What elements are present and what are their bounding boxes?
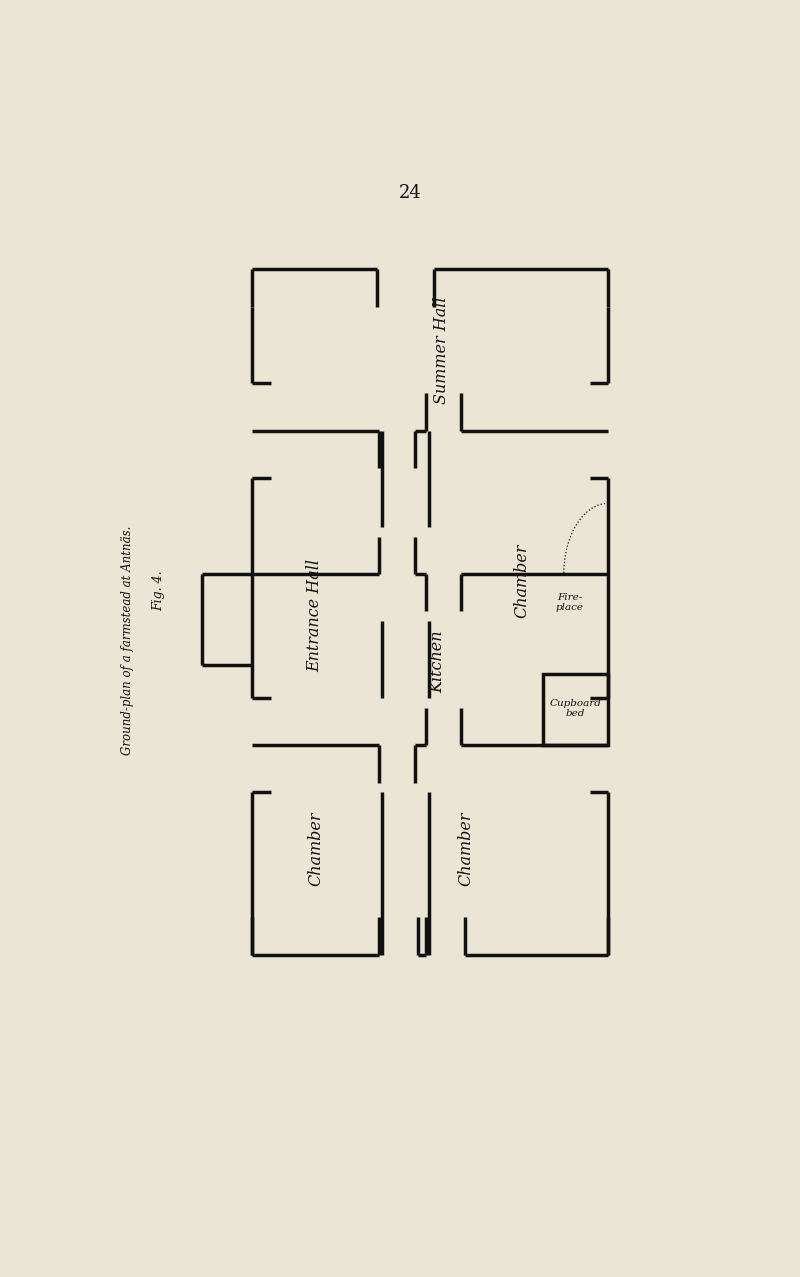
Text: Ground-plan of a farmstead at Antnäs.: Ground-plan of a farmstead at Antnäs.: [122, 525, 134, 755]
Text: Kitchen: Kitchen: [430, 631, 446, 693]
Bar: [543, 674, 608, 746]
Text: Cupboard
bed: Cupboard bed: [550, 699, 602, 719]
Text: Fig. 4.: Fig. 4.: [152, 571, 166, 612]
Text: Chamber: Chamber: [458, 811, 474, 886]
Text: Fire-
place: Fire- place: [556, 593, 584, 612]
Text: Summer Hall: Summer Hall: [433, 296, 450, 404]
Text: Entrance Hall: Entrance Hall: [306, 559, 324, 672]
Text: 24: 24: [398, 184, 422, 202]
Text: Chamber: Chamber: [513, 544, 530, 618]
Text: Chamber: Chamber: [307, 811, 324, 886]
